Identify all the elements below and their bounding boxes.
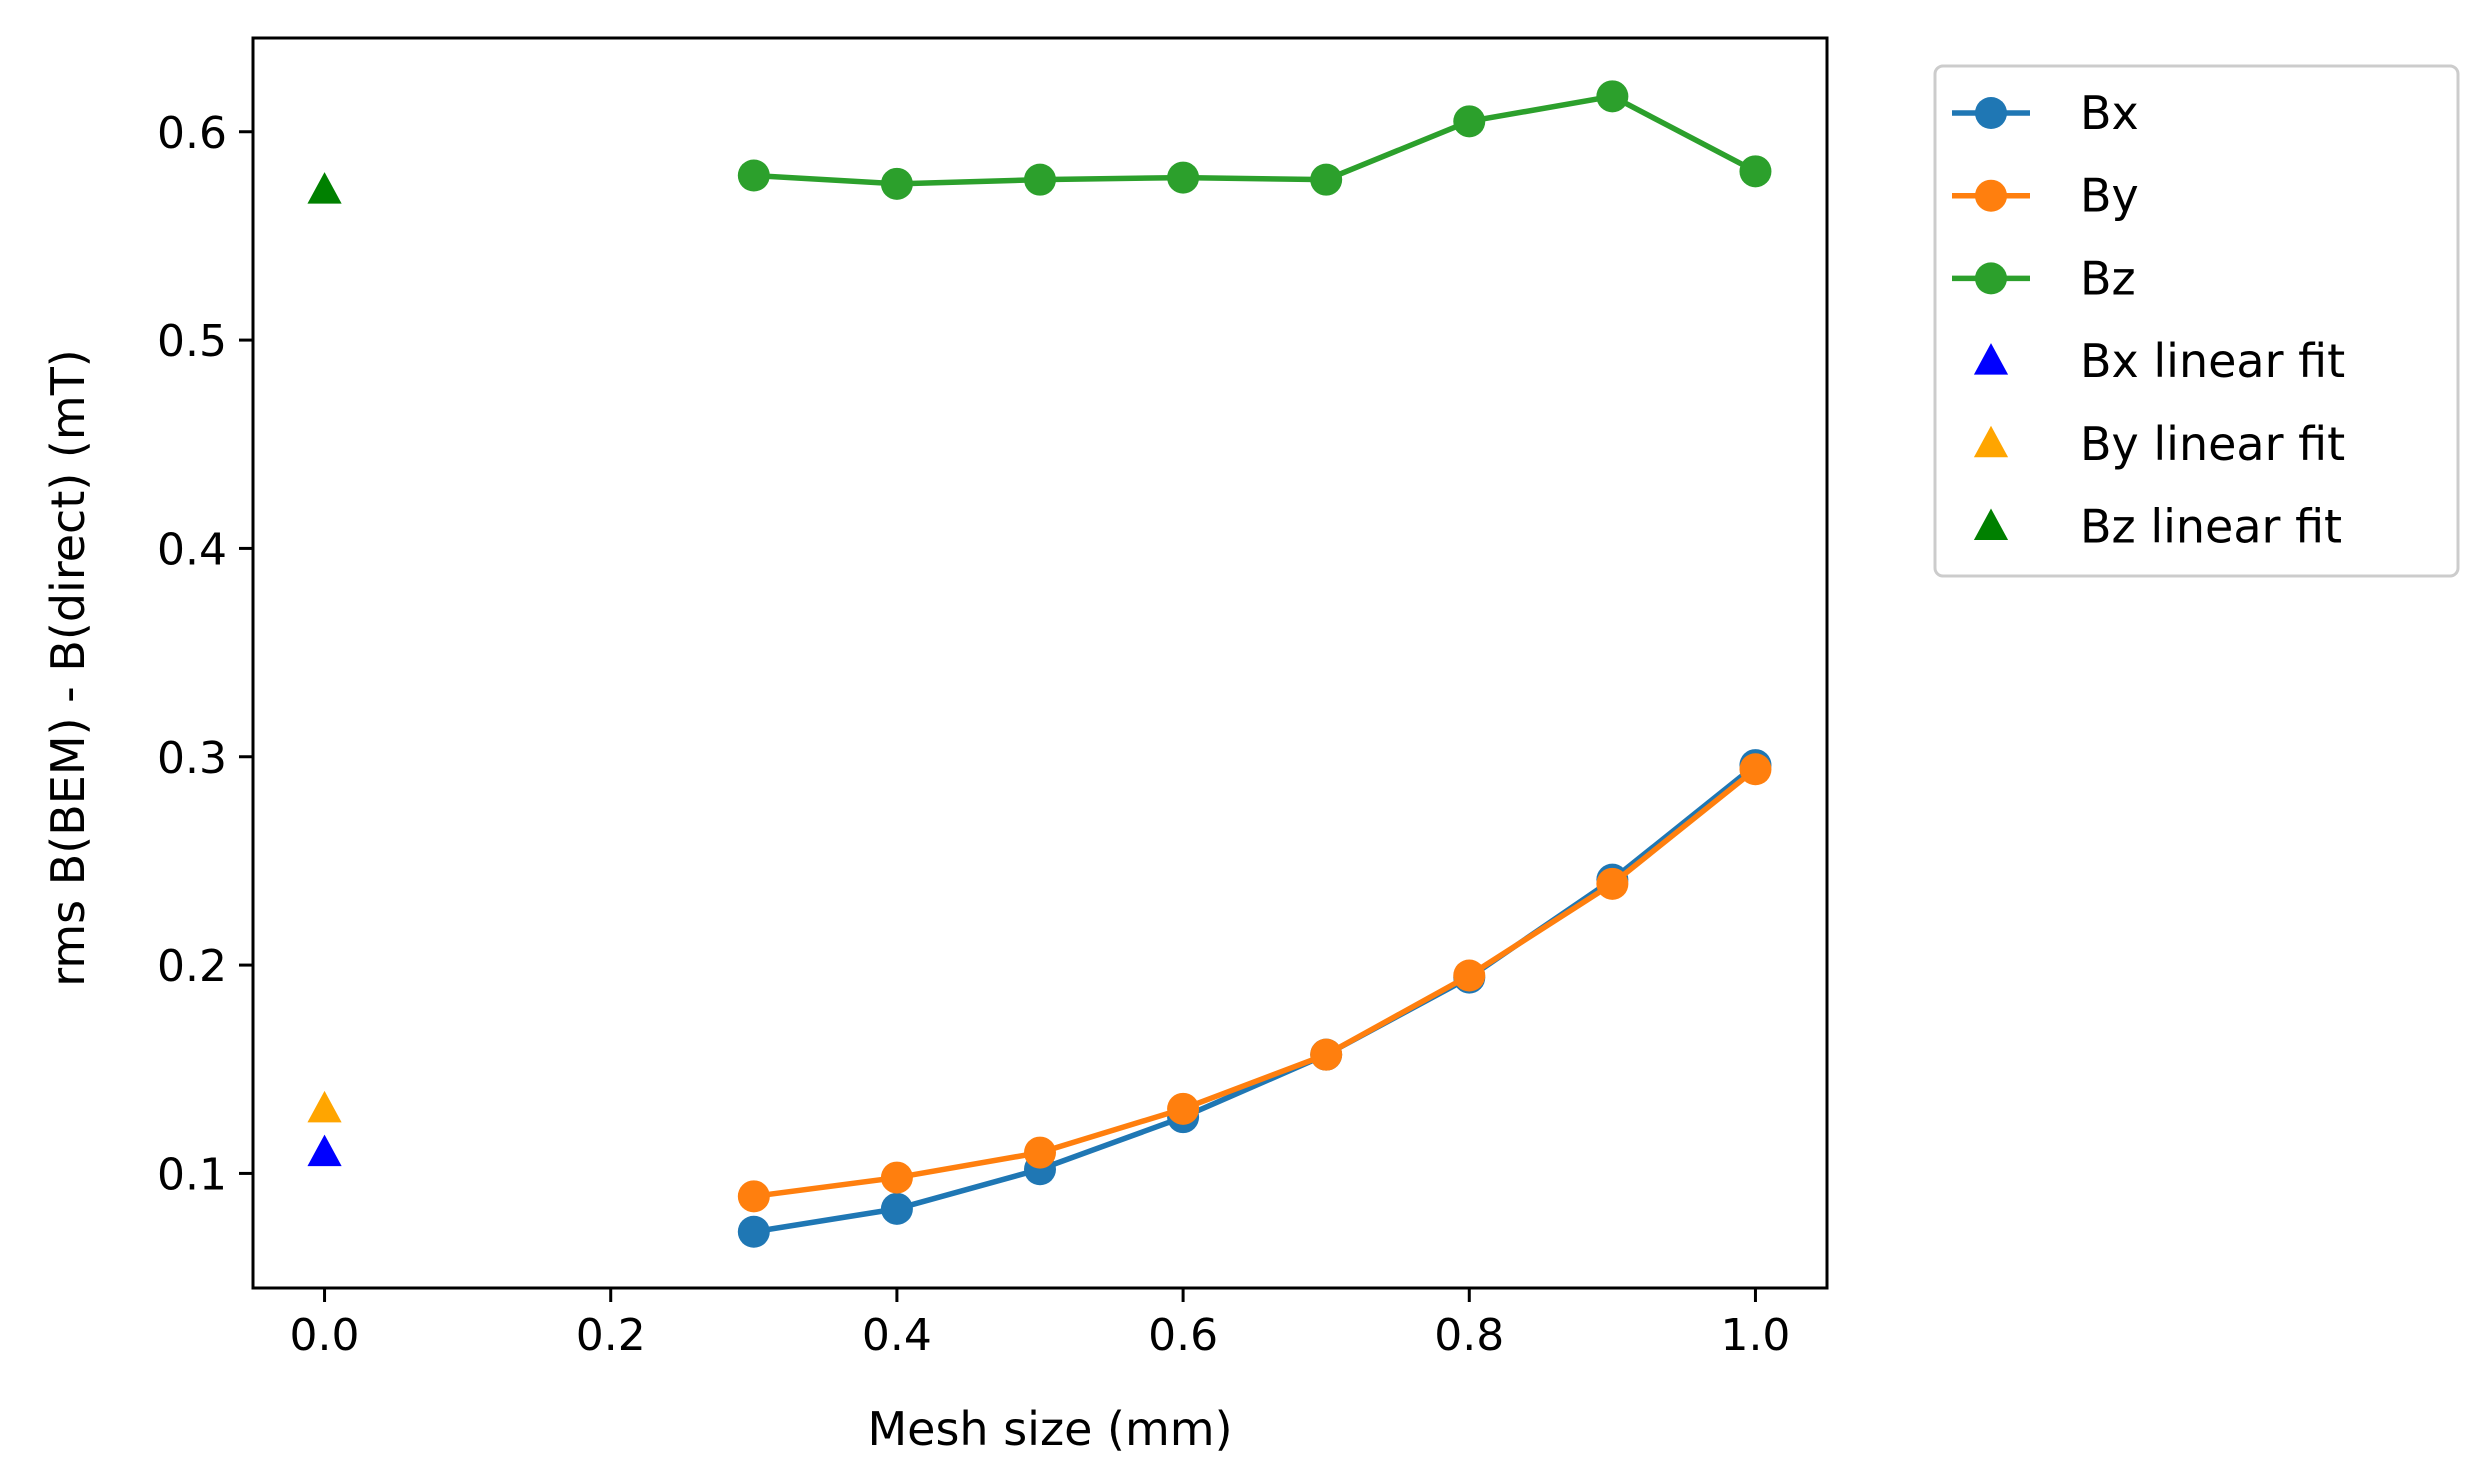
legend-marker — [1975, 179, 2007, 212]
legend-item-bz-linear-fit: Bz linear fit — [1973, 500, 2342, 554]
data-point — [1453, 105, 1486, 138]
series-bz — [737, 80, 1772, 200]
y-tick-label: 0.3 — [157, 733, 227, 784]
data-point — [1310, 163, 1343, 196]
data-point — [1596, 80, 1629, 113]
legend-label: Bz — [2080, 251, 2136, 305]
axes: 0.0 0.2 0.4 0.6 0.8 1.0 0.1 0.2 0.3 0.4 0.5 0.6 — [157, 36, 1829, 1361]
x-tick-label: 1.0 — [1720, 1310, 1790, 1361]
legend-item-by-linear-fit: By linear fit — [1973, 417, 2345, 471]
y-tick-label: 0.4 — [157, 524, 227, 575]
series-by — [737, 753, 1772, 1213]
series-bz-linear-fit — [307, 172, 342, 204]
legend-item-bx: Bx — [1952, 86, 2139, 140]
axes-frame — [251, 36, 1829, 1290]
data-point — [880, 1192, 913, 1225]
y-tick-label: 0.1 — [157, 1149, 227, 1200]
x-tick-label: 0.8 — [1434, 1310, 1504, 1361]
y-axis-label: rms B(BEM) - B(direct) (mT) — [41, 349, 95, 987]
y-tick-label: 0.2 — [157, 941, 227, 992]
series-line — [753, 93, 1757, 187]
series-bx-linear-fit — [307, 1134, 342, 1167]
x-axis-label: Mesh size (mm) — [867, 1402, 1232, 1456]
data-point — [307, 172, 342, 204]
data-point — [1167, 161, 1200, 194]
plot-area — [307, 80, 1772, 1248]
legend-box — [1933, 64, 2460, 578]
legend-marker — [1975, 97, 2007, 129]
x-tick-label: 0.2 — [576, 1310, 646, 1361]
data-point — [1596, 867, 1629, 900]
data-point — [1167, 1092, 1200, 1125]
data-point — [1024, 163, 1056, 196]
legend-marker — [1973, 343, 2009, 375]
series-by-linear-fit — [307, 1090, 342, 1123]
data-point — [737, 159, 770, 192]
legend-marker — [1973, 425, 2009, 458]
legend-label: Bx linear fit — [2080, 334, 2345, 388]
x-tick-label: 0.0 — [290, 1310, 360, 1361]
legend-marker — [1973, 508, 2009, 540]
y-tick-label: 0.5 — [157, 316, 227, 367]
legend-label: Bx — [2080, 86, 2139, 140]
x-tick-label: 0.4 — [862, 1310, 932, 1361]
legend-item-bx-linear-fit: Bx linear fit — [1973, 334, 2345, 388]
legend: Bx By Bz Bx linear fit By linear fit Bz linea… — [1933, 64, 2460, 578]
x-tick-label: 0.6 — [1148, 1310, 1218, 1361]
data-point — [307, 1134, 342, 1167]
data-point — [1310, 1038, 1343, 1071]
legend-item-bz: Bz — [1952, 251, 2136, 305]
data-point — [880, 167, 913, 200]
series-line — [753, 767, 1758, 1200]
legend-marker — [1975, 262, 2007, 295]
data-point — [1453, 959, 1486, 992]
data-point — [880, 1161, 913, 1194]
data-point — [1739, 753, 1772, 786]
legend-label: By — [2080, 169, 2139, 223]
y-tick-label: 0.6 — [157, 108, 227, 159]
data-point — [307, 1090, 342, 1123]
legend-label: By linear fit — [2080, 417, 2345, 471]
data-point — [737, 1180, 770, 1213]
data-point — [737, 1215, 770, 1248]
legend-item-by: By — [1952, 169, 2139, 223]
data-point — [1739, 155, 1772, 188]
data-point — [1024, 1136, 1056, 1169]
legend-label: Bz linear fit — [2080, 500, 2342, 554]
